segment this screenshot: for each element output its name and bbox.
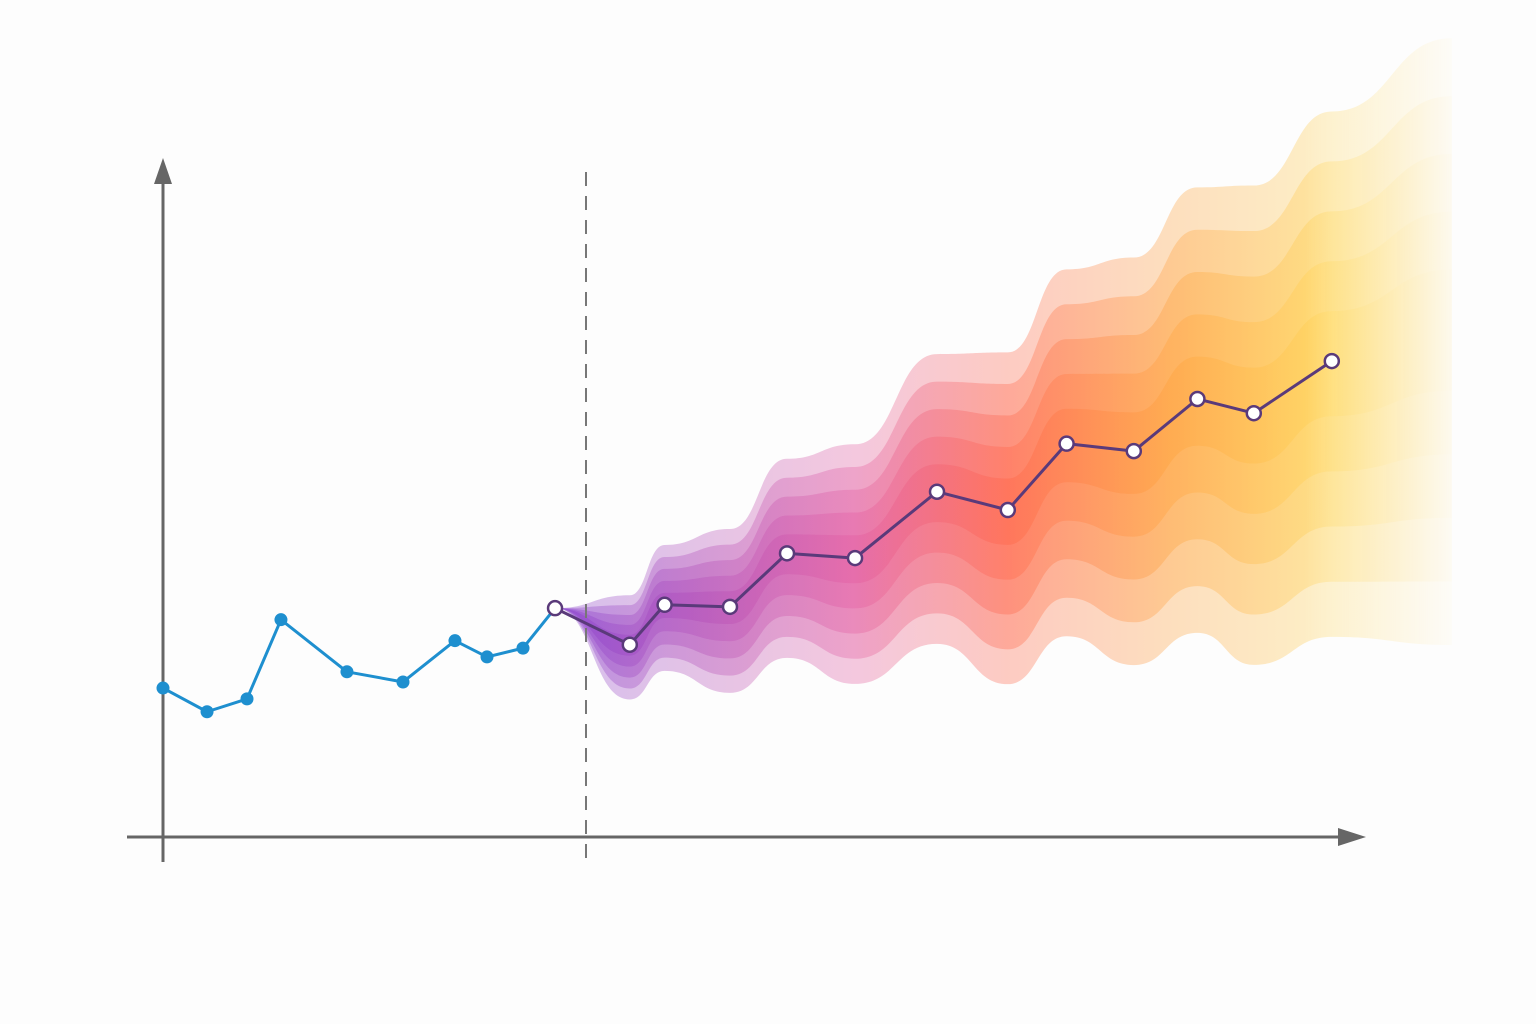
forecast-point — [621, 636, 639, 653]
history-point — [200, 705, 214, 719]
forecast-point — [721, 598, 739, 616]
forecast-point — [1189, 390, 1206, 408]
forecast-origin-point — [546, 599, 564, 617]
forecast-point — [928, 483, 946, 500]
forecast-point — [1125, 442, 1143, 460]
forecast-point — [656, 596, 673, 614]
history-point — [156, 681, 170, 695]
forecast-point — [1245, 404, 1263, 422]
y-axis-arrow-icon — [154, 158, 172, 184]
history-point — [274, 613, 288, 627]
history-point — [516, 641, 530, 655]
history-point — [448, 634, 462, 648]
y-axis — [154, 158, 172, 862]
x-axis-arrow-icon — [1338, 828, 1366, 846]
forecast-point — [778, 545, 796, 562]
fan-bands — [555, 38, 1452, 700]
history-line — [162, 607, 557, 714]
history-point — [240, 692, 254, 706]
history-point — [396, 675, 410, 689]
forecast-point — [846, 549, 864, 567]
forecast-point — [999, 501, 1017, 519]
forecast-point — [1058, 435, 1075, 452]
x-axis — [127, 828, 1366, 846]
forecast-point — [1323, 352, 1341, 370]
history-point — [340, 665, 354, 679]
history-point — [480, 650, 494, 664]
